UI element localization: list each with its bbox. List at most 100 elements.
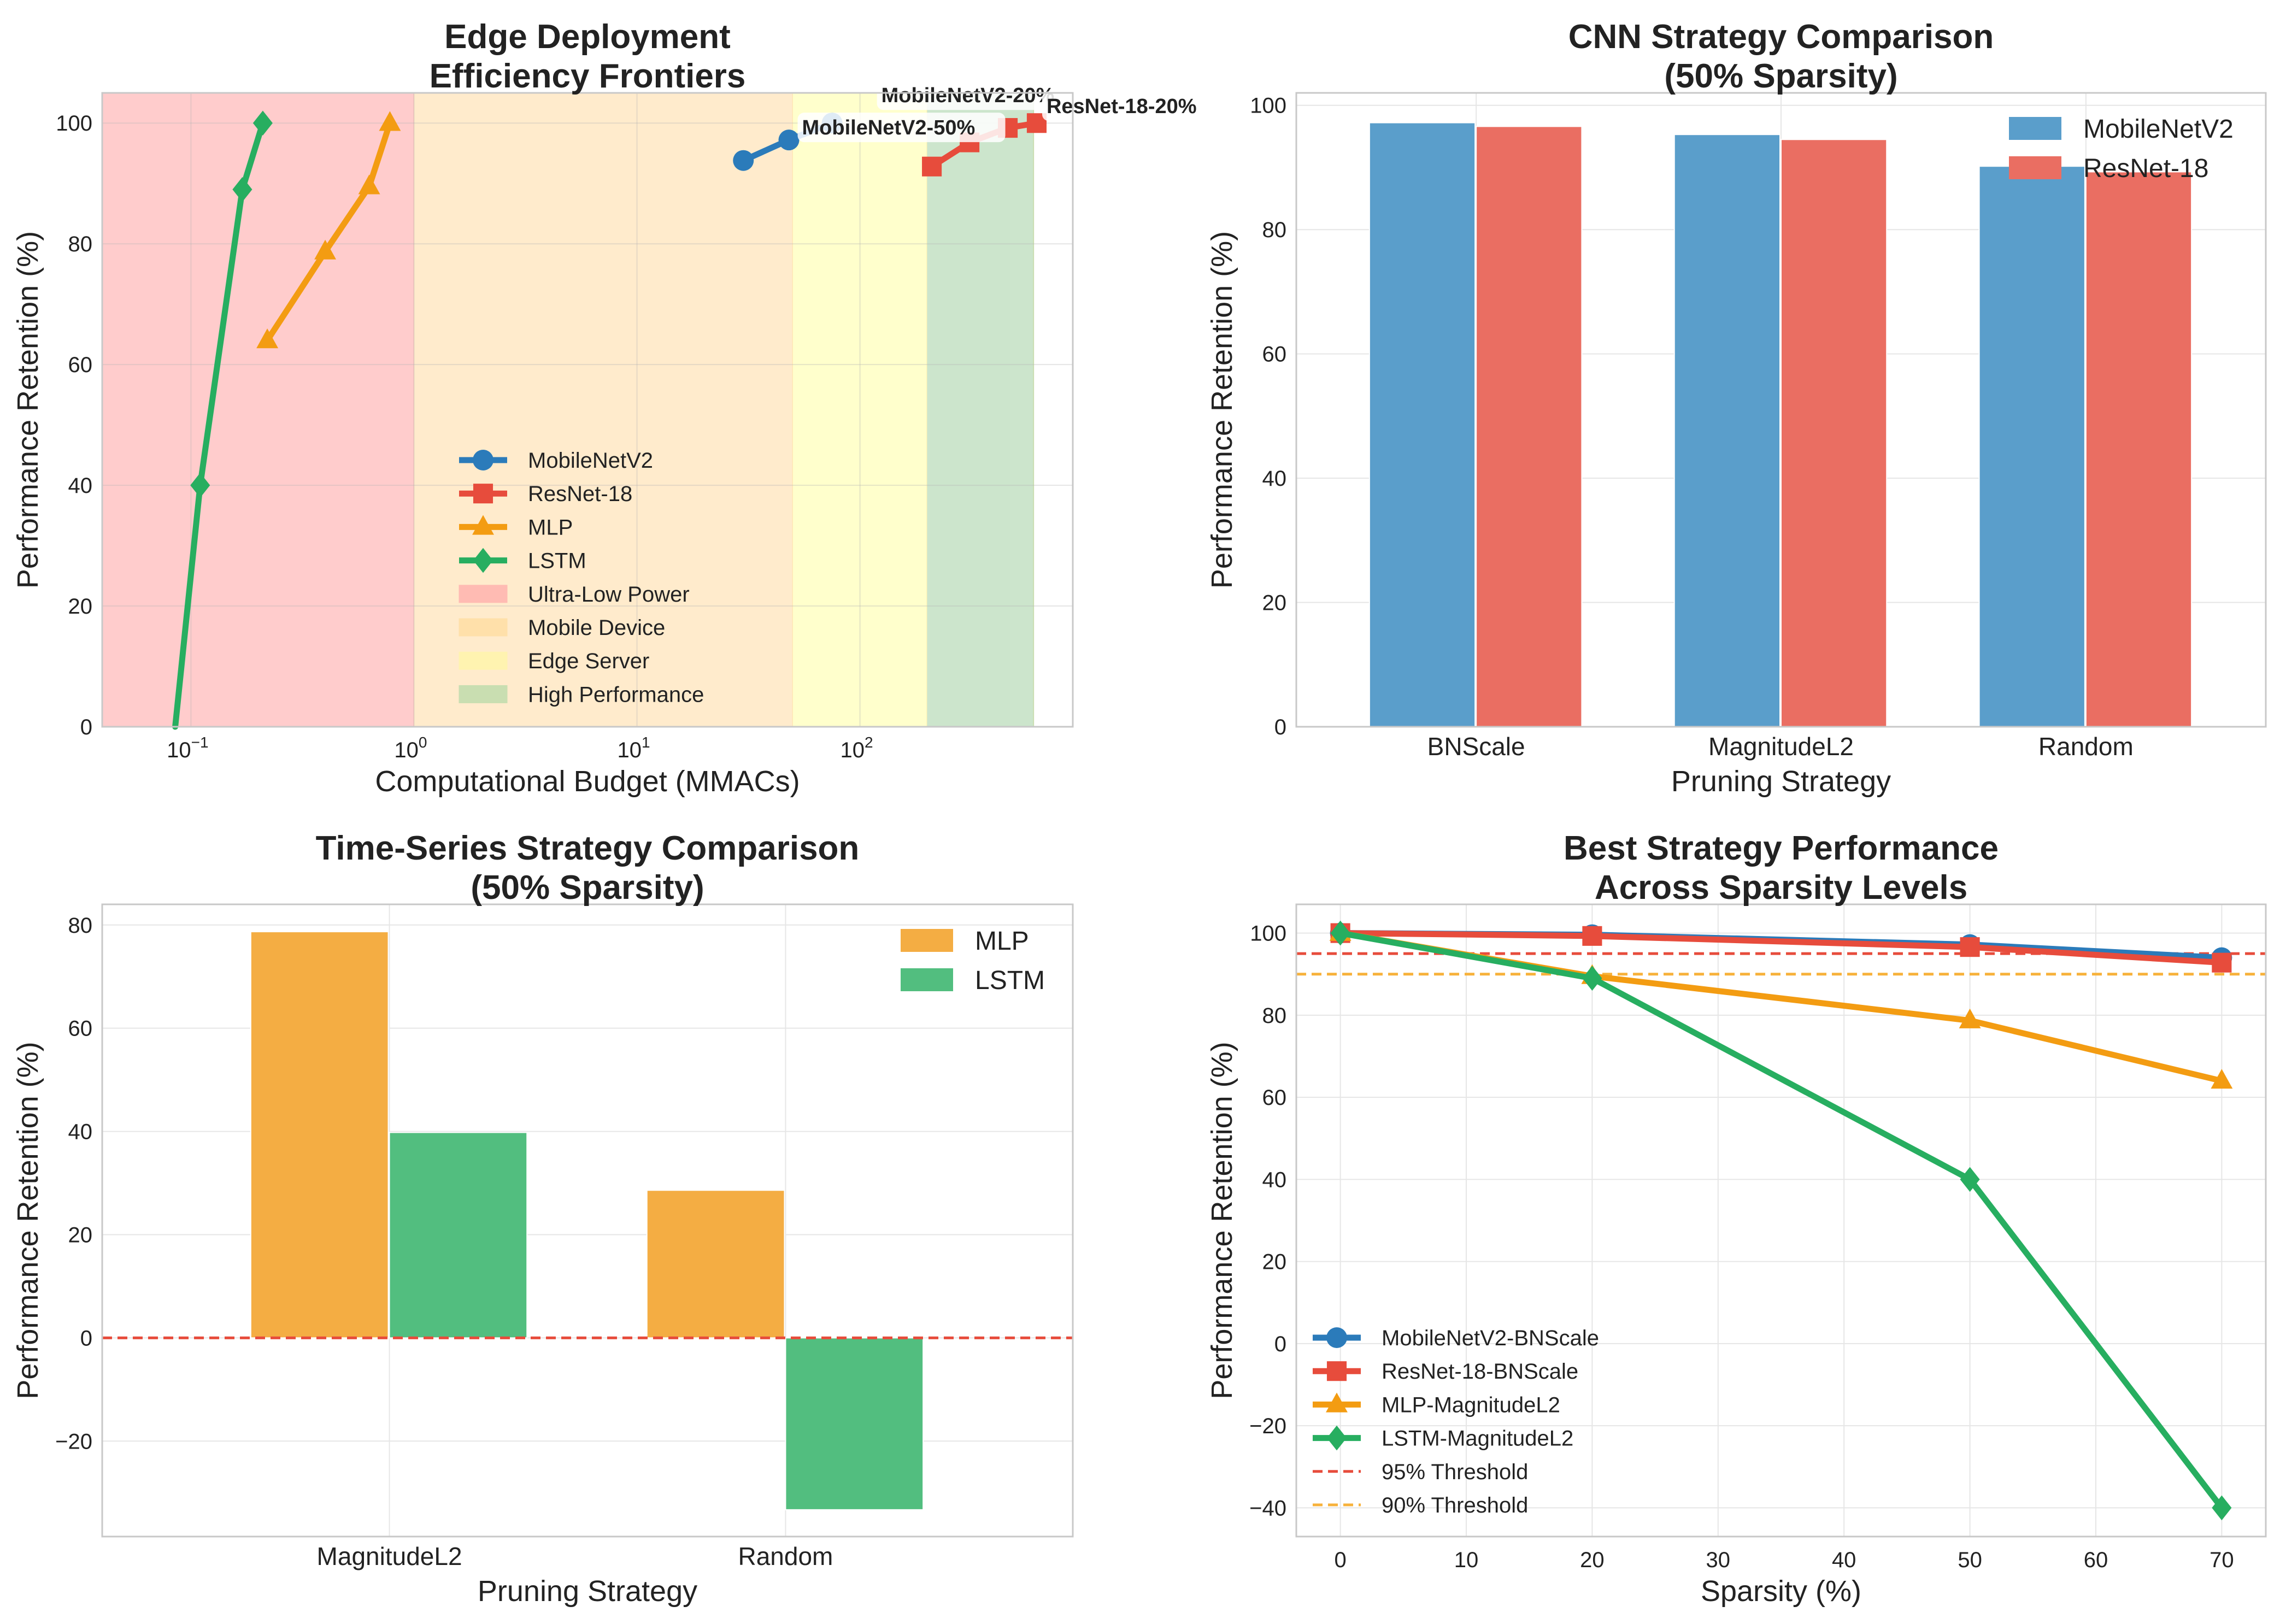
series-lstm-magnitudel2 bbox=[1330, 920, 2232, 1521]
annotation-box bbox=[797, 113, 1006, 143]
legend: MobileNetV2 ResNet-18 bbox=[2009, 115, 2234, 183]
axes-frame bbox=[1295, 903, 2267, 1538]
data-point-lstm-magnitudel2 bbox=[1960, 1167, 1980, 1192]
data-point-lstm-magnitudel2 bbox=[2212, 1495, 2232, 1521]
legend-label: MobileNetV2 bbox=[2083, 115, 2234, 144]
zone-edge-server bbox=[792, 93, 927, 727]
y-tick-label: −20 bbox=[1249, 1414, 1286, 1438]
legend-label: MLP-MagnitudeL2 bbox=[1382, 1393, 1560, 1417]
y-tick-label: 80 bbox=[68, 232, 93, 256]
data-point-mlp bbox=[256, 328, 279, 349]
legend-swatch-mlp bbox=[901, 929, 953, 952]
y-tick-label: 20 bbox=[1262, 1250, 1287, 1274]
bar-mlp-magnitudel2 bbox=[250, 931, 389, 1339]
bar-resnet-18-random bbox=[2085, 171, 2193, 727]
x-tick-label: 10−1 bbox=[167, 734, 208, 762]
bar-mobilenetv2-random bbox=[1978, 166, 2085, 728]
y-tick-label: 40 bbox=[68, 1120, 93, 1144]
data-point-lstm bbox=[190, 473, 210, 498]
annotation-box bbox=[1042, 91, 1224, 121]
category-label: Random bbox=[738, 1542, 833, 1570]
legend-marker-resnet-18 bbox=[473, 484, 493, 504]
legend-label: MLP bbox=[528, 515, 573, 539]
legend-marker-resnet-18-bnscale bbox=[1326, 1361, 1347, 1381]
legend-marker-lstm bbox=[473, 548, 493, 573]
category-label: MagnitudeL2 bbox=[317, 1542, 462, 1570]
x-axis-label: Pruning Strategy bbox=[1671, 765, 1891, 798]
chart-title-line: (50% Sparsity) bbox=[1664, 57, 1897, 95]
legend: MobileNetV2 ResNet-18 MLP LSTM Ultra-Low Pow… bbox=[459, 449, 704, 707]
legend-swatch-mobilenetv2 bbox=[2009, 117, 2061, 140]
x-axis-label: Pruning Strategy bbox=[478, 1575, 697, 1608]
legend-swatch-ultra-low-power bbox=[459, 585, 508, 603]
legend-label: 95% Threshold bbox=[1382, 1460, 1528, 1484]
x-tick-label: 40 bbox=[1832, 1548, 1856, 1572]
bar-mlp-random bbox=[646, 1190, 785, 1339]
bar-lstm-magnitudel2 bbox=[389, 1132, 528, 1339]
frontiers-panel: 0 20 40 60 80 100 10−1 100 101 102 MobileNetV2-50%… bbox=[11, 18, 1224, 798]
y-tick-label: 20 bbox=[68, 1223, 93, 1247]
y-tick-label: 0 bbox=[1274, 1332, 1286, 1356]
legend-swatch-edge-server bbox=[459, 651, 508, 670]
x-tick-label: 20 bbox=[1580, 1548, 1605, 1572]
cnn-strategy-panel: 0 20 40 60 80 100 BNScale MagnitudeL2 Random Mobi… bbox=[1206, 18, 2267, 798]
series-mobilenetv2 bbox=[1368, 122, 2085, 728]
plot-area bbox=[1296, 904, 2266, 1537]
legend-label: LSTM bbox=[975, 966, 1045, 995]
series-line-mlp bbox=[264, 120, 393, 344]
y-axis-label: Performance Retention (%) bbox=[1206, 1042, 1238, 1399]
legend-label: High Performance bbox=[528, 682, 704, 707]
y-tick-label: −20 bbox=[55, 1429, 92, 1454]
annotation-label: ResNet-18-20% bbox=[1047, 95, 1197, 118]
data-point-mlp-magnitudel2 bbox=[2211, 1069, 2233, 1089]
y-tick-label: 80 bbox=[1262, 1004, 1287, 1028]
legend: MLP LSTM bbox=[901, 927, 1045, 995]
axes-frame bbox=[101, 903, 1074, 1538]
y-tick-label: 100 bbox=[56, 111, 92, 136]
legend-swatch-resnet-18 bbox=[2009, 156, 2061, 179]
best-strategy-panel: 0 10 20 30 40 50 60 70 −40 −20 0 20 40 60 80 100 MobileN… bbox=[1206, 829, 2267, 1608]
y-axis-label: Performance Retention (%) bbox=[11, 231, 44, 589]
legend-marker-mobilenetv2-bnscale bbox=[1326, 1327, 1347, 1348]
data-point-mlp bbox=[314, 239, 337, 260]
series-mlp bbox=[256, 111, 401, 349]
category-label: MagnitudeL2 bbox=[1708, 732, 1854, 761]
data-point-resnet-18-bnscale bbox=[1960, 937, 1980, 957]
series-line-resnet-18-bnscale bbox=[1340, 930, 2222, 966]
legend-label: MLP bbox=[975, 927, 1029, 956]
data-point-lstm-magnitudel2 bbox=[1582, 966, 1602, 991]
x-tick-label: 101 bbox=[617, 734, 650, 762]
legend: MobileNetV2-BNScale ResNet-18-BNScale MLP-… bbox=[1313, 1326, 1599, 1517]
chart-title-line: (50% Sparsity) bbox=[471, 869, 704, 907]
y-tick-label: 100 bbox=[1250, 94, 1286, 118]
data-point-resnet-18-bnscale bbox=[1582, 926, 1602, 946]
chart-title-line: Edge Deployment bbox=[444, 18, 731, 56]
y-tick-label: 100 bbox=[1250, 922, 1286, 946]
y-tick-label: 20 bbox=[1262, 591, 1287, 615]
y-tick-label: 0 bbox=[80, 1326, 92, 1350]
legend-label: ResNet-18 bbox=[2083, 154, 2208, 183]
legend-label: LSTM-MagnitudeL2 bbox=[1382, 1427, 1573, 1451]
category-label: BNScale bbox=[1427, 732, 1525, 761]
legend-marker-mlp bbox=[472, 515, 494, 535]
legend-label: LSTM bbox=[528, 549, 586, 573]
legend-label: Mobile Device bbox=[528, 616, 665, 640]
legend-swatch-mobile-device bbox=[459, 618, 508, 637]
x-axis-label: Sparsity (%) bbox=[1701, 1575, 1861, 1608]
bar-mobilenetv2-magnitudel2 bbox=[1673, 134, 1781, 728]
timeseries-strategy-panel: −20 0 20 40 60 80 MagnitudeL2 Random MLP LSTM Time… bbox=[11, 829, 1074, 1608]
series-lstm bbox=[389, 1132, 924, 1510]
annotation-box bbox=[877, 80, 1085, 110]
zone-high-performance bbox=[927, 93, 1034, 727]
y-tick-label: 80 bbox=[1262, 218, 1287, 242]
y-tick-label: 20 bbox=[68, 595, 93, 619]
bar-mobilenetv2-bnscale bbox=[1368, 122, 1476, 727]
bar-lstm-random bbox=[785, 1337, 924, 1510]
legend-label: ResNet-18 bbox=[528, 482, 632, 506]
data-point-mlp bbox=[358, 174, 380, 195]
series-mlp bbox=[250, 931, 785, 1339]
annotation-label: MobileNetV2-50% bbox=[802, 116, 976, 139]
chart-title-line: CNN Strategy Comparison bbox=[1568, 18, 1994, 56]
x-tick-label: 60 bbox=[2084, 1548, 2108, 1572]
